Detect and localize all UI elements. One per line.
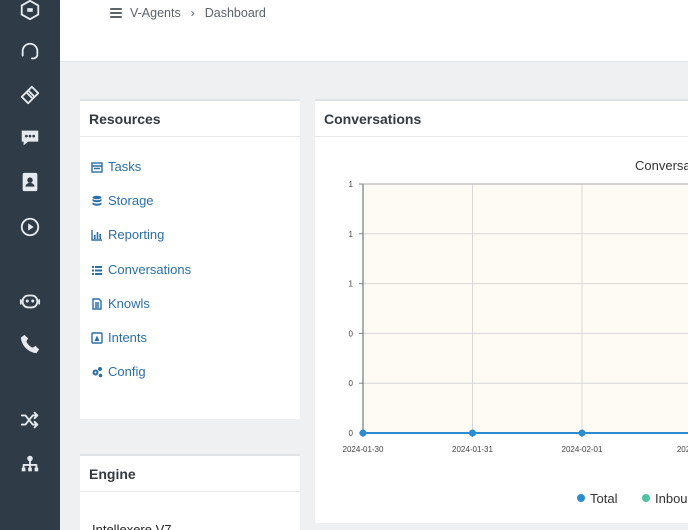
resource-link-storage[interactable]: Storage	[91, 193, 300, 227]
resource-label: Knowls	[108, 295, 150, 311]
resource-label: Reporting	[108, 227, 165, 243]
legend-marker	[642, 494, 650, 502]
plot-area	[363, 184, 688, 433]
top-header: V-Agents › Dashboard	[60, 0, 688, 62]
conversations-panel: Conversations 1 1 1 0 0 0 2024-01-30 2024-01-31…	[315, 99, 688, 523]
resource-link-reporting[interactable]: Reporting	[91, 227, 300, 261]
resources-title: Resources	[80, 101, 300, 137]
engine-panel: Engine Intellexere V7	[80, 454, 300, 530]
y-tick-label: 1	[349, 180, 354, 189]
legend-marker	[577, 494, 585, 502]
resource-link-config[interactable]: Config	[91, 364, 300, 398]
resource-link-intents[interactable]: Intents	[91, 330, 300, 364]
y-tick-label: 0	[349, 429, 354, 438]
cogs-icon	[91, 366, 103, 378]
y-tick-label: 1	[349, 230, 354, 239]
cube-icon[interactable]	[14, 0, 46, 24]
y-tick-label: 1	[349, 280, 354, 289]
database-icon	[91, 195, 103, 207]
conversations-chart: 1 1 1 0 0 0 2024-01-30 2024-01-31 2024-02-01 2024…	[343, 158, 688, 506]
breadcrumb-item-v-agents[interactable]: V-Agents	[130, 6, 181, 20]
resource-label: Tasks	[108, 159, 142, 174]
contact-book-icon[interactable]	[14, 168, 46, 196]
resources-panel: Resources Tasks Storage Reporting Conver…	[80, 99, 300, 419]
x-tick-label: 2024-02-01	[562, 445, 603, 454]
x-tick-label: 2024-02	[677, 445, 688, 454]
data-point	[469, 429, 476, 437]
shuffle-icon[interactable]	[14, 406, 46, 434]
list-icon	[91, 264, 103, 276]
resource-label: Intents	[108, 329, 148, 345]
chat-dots-icon[interactable]	[14, 124, 46, 152]
legend-label: Total	[590, 491, 618, 506]
legend-label: Inbou	[655, 491, 688, 506]
calendar-icon	[91, 161, 103, 173]
bar-chart-icon	[91, 229, 103, 242]
data-point	[578, 429, 586, 437]
robot-icon[interactable]	[14, 287, 46, 315]
resource-label: Storage	[108, 193, 154, 209]
x-tick-label: 2024-01-31	[452, 445, 493, 454]
x-tick-label: 2024-01-30	[343, 445, 384, 454]
hamburger-menu-icon[interactable]	[110, 8, 122, 18]
breadcrumb: V-Agents › Dashboard	[110, 5, 266, 21]
sidebar	[0, 0, 60, 530]
conversations-title: Conversations	[315, 101, 688, 137]
resource-link-tasks[interactable]: Tasks	[91, 159, 300, 193]
engine-title: Engine	[80, 456, 300, 492]
y-tick-label: 0	[349, 329, 354, 338]
y-tick-label: 0	[349, 379, 354, 388]
chevron-right-icon: ›	[190, 6, 195, 20]
intent-icon	[91, 332, 103, 344]
breadcrumb-item-dashboard: Dashboard	[204, 6, 266, 20]
resource-link-conversations[interactable]: Conversations	[91, 262, 300, 296]
sitemap-icon[interactable]	[14, 450, 46, 478]
resource-link-knowls[interactable]: Knowls	[91, 296, 300, 330]
headset-icon[interactable]	[14, 38, 46, 66]
ticket-icon[interactable]	[14, 81, 46, 109]
resource-label: Config	[108, 364, 146, 380]
resource-label: Conversations	[108, 261, 192, 277]
play-circle-icon[interactable]	[14, 213, 46, 241]
phone-icon[interactable]	[14, 330, 46, 358]
data-point	[359, 429, 367, 437]
document-icon	[91, 298, 103, 310]
engine-value: Intellexere V7	[92, 522, 172, 530]
resources-list: Tasks Storage Reporting Conversations Kn…	[80, 137, 300, 398]
chart-title: Conversa	[635, 158, 688, 173]
